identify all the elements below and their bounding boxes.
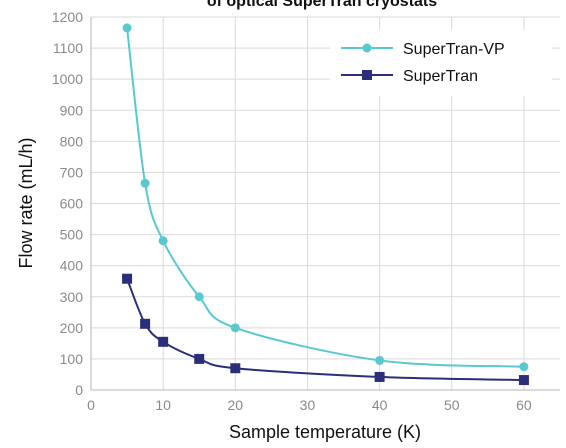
data-point-supertran-vp-6 xyxy=(519,362,529,372)
x-tick-label-40: 40 xyxy=(372,397,388,413)
x-tick-label-20: 20 xyxy=(228,397,244,413)
data-point-supertran-5 xyxy=(374,371,385,382)
data-point-supertran-vp-0 xyxy=(122,23,132,33)
data-point-supertran-vp-2 xyxy=(158,236,168,246)
legend-entry-supertran: SuperTran xyxy=(341,68,478,85)
x-tick-label-10: 10 xyxy=(155,397,171,413)
y-axis-label: Flow rate (mL/h) xyxy=(16,137,36,268)
data-point-supertran-vp-3 xyxy=(194,292,204,302)
y-tick-label-900: 900 xyxy=(60,102,84,118)
y-tick-label-1000: 1000 xyxy=(52,71,83,87)
series-layer xyxy=(122,23,529,386)
series-supertran xyxy=(122,273,529,386)
data-point-supertran-vp-5 xyxy=(375,355,385,365)
legend-marker-supertran-vp xyxy=(362,43,372,53)
data-point-supertran-vp-1 xyxy=(140,178,150,188)
legend-marker-supertran xyxy=(362,70,372,80)
y-tick-label-1100: 1100 xyxy=(53,40,83,56)
data-point-supertran-3 xyxy=(194,353,205,364)
y-tick-label-800: 800 xyxy=(60,133,84,149)
legend-label-supertran-vp: SuperTran-VP xyxy=(403,41,505,58)
axes: 0100200300400500600700800900100011001200… xyxy=(52,9,560,413)
y-tick-label-700: 700 xyxy=(60,164,84,180)
y-tick-label-0: 0 xyxy=(75,382,83,398)
legend-background xyxy=(330,30,552,96)
series-line-supertran-vp xyxy=(126,27,524,368)
data-point-supertran-2 xyxy=(158,336,169,347)
x-axis-label: Sample temperature (K) xyxy=(229,422,421,442)
legend-entry-supertran-vp: SuperTran-VP xyxy=(341,41,505,58)
series-supertran-vp xyxy=(122,23,529,372)
y-tick-label-200: 200 xyxy=(60,320,84,336)
y-tick-label-300: 300 xyxy=(60,289,84,305)
y-tick-label-500: 500 xyxy=(60,227,84,243)
data-point-supertran-vp-4 xyxy=(230,323,240,333)
x-tick-label-50: 50 xyxy=(444,397,460,413)
x-tick-label-60: 60 xyxy=(516,397,532,413)
legend-label-supertran: SuperTran xyxy=(403,68,478,85)
data-point-supertran-1 xyxy=(140,318,151,329)
data-point-supertran-6 xyxy=(518,375,529,386)
legend: SuperTran-VP SuperTran xyxy=(330,30,552,96)
x-tick-label-30: 30 xyxy=(300,397,316,413)
y-tick-label-600: 600 xyxy=(60,196,84,212)
chart-title: of optical SuperTran cryostats xyxy=(207,0,437,10)
x-tick-label-0: 0 xyxy=(87,397,95,413)
data-point-supertran-4 xyxy=(230,363,241,374)
y-tick-label-100: 100 xyxy=(60,351,84,367)
y-tick-label-400: 400 xyxy=(60,258,84,274)
data-point-supertran-0 xyxy=(122,273,133,284)
y-tick-label-1200: 1200 xyxy=(52,9,83,25)
